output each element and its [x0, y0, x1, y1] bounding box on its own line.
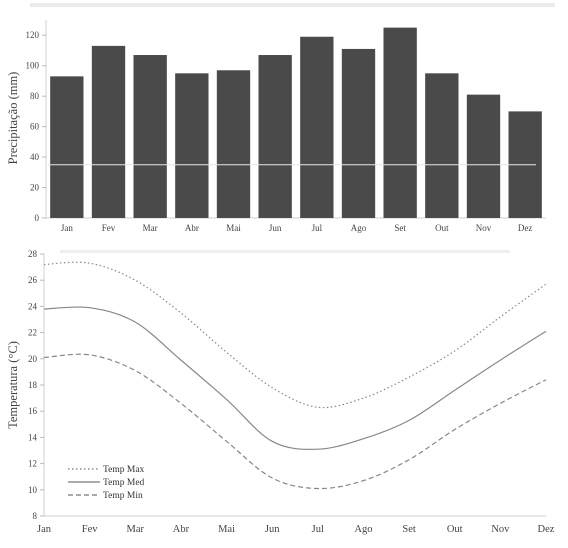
- precipitation-x-tick-nov: Nov: [476, 223, 492, 233]
- precipitation-bar-chart: 0 20 40 60 80 100 120 Jan Fev Mar Abr Mai Jun Jul Ago…: [6, 20, 546, 233]
- precipitation-x-tick-mai: Mai: [226, 223, 241, 233]
- precipitation-bar-nov: [466, 94, 501, 218]
- temperature-y-tick-label: 22: [28, 328, 37, 338]
- precipitation-x-tick-jan: Jan: [61, 223, 73, 233]
- precipitation-bar-jun: [258, 55, 292, 219]
- precipitation-y-tick-label: 0: [35, 213, 40, 223]
- temperature-x-tick-nov: Nov: [491, 524, 510, 535]
- precipitation-y-tick-label: 40: [30, 152, 40, 162]
- legend-item-temp-min: Temp Min: [68, 491, 143, 501]
- precipitation-y-axis-label: Precipitação (mm): [6, 72, 20, 165]
- precipitation-bar-fev: [91, 45, 126, 219]
- temperature-y-tick-label: 20: [28, 354, 38, 364]
- temperature-x-tick-fev: Fev: [82, 524, 99, 535]
- temperature-x-tick-mai: Mai: [218, 524, 235, 535]
- temperature-x-tick-jul: Jul: [312, 524, 324, 535]
- temperature-x-tick-abr: Abr: [173, 524, 190, 535]
- temperature-y-tick-label: 18: [28, 380, 38, 390]
- temperature-series-temp-med: [43, 306, 547, 450]
- temperature-x-tick-jun: Jun: [265, 524, 280, 535]
- temperature-legend: Temp Max Temp Med Temp Min: [68, 465, 145, 501]
- temperature-y-tick-label: 10: [28, 485, 38, 495]
- precipitation-x-tick-set: Set: [394, 223, 406, 233]
- temperature-x-tick-out: Out: [447, 524, 463, 535]
- precipitation-y-tick-label: 80: [30, 91, 40, 101]
- precipitation-y-ticks: 0 20 40 60 80 100 120: [26, 30, 46, 223]
- temperature-y-ticks: 8 10 12 14 16 18 20 22 24 26 28: [28, 249, 44, 521]
- temperature-y-tick-label: 26: [28, 275, 38, 285]
- precipitation-x-tick-jul: Jul: [312, 223, 323, 233]
- temperature-line-chart: 8 10 12 14 16 18 20 22 24 26 28 Jan Fev Mar Abr Mai Jun…: [6, 249, 555, 535]
- temperature-series: [43, 261, 547, 490]
- header-strip-middle: [60, 250, 510, 253]
- legend-item-temp-max: Temp Max: [68, 465, 145, 475]
- temperature-x-ticks: Jan Fev Mar Abr Mai Jun Jul Ago Set Out Nov Dez: [37, 524, 555, 535]
- precipitation-bar-ago: [341, 48, 376, 218]
- legend-label-temp-min: Temp Min: [103, 491, 143, 501]
- temperature-y-tick-label: 8: [33, 511, 38, 521]
- precipitation-x-tick-jun: Jun: [269, 223, 282, 233]
- precipitation-x-tick-out: Out: [435, 223, 449, 233]
- temperature-x-tick-ago: Ago: [354, 524, 372, 535]
- precipitation-x-ticks: Jan Fev Mar Abr Mai Jun Jul Ago Set Out Nov Dez: [61, 223, 533, 233]
- temperature-y-axis-label: Temperatura (°C): [6, 341, 20, 429]
- precipitation-bar-jul: [300, 36, 334, 218]
- temperature-y-tick-label: 12: [28, 459, 37, 469]
- precipitation-x-tick-abr: Abr: [185, 223, 199, 233]
- precipitation-bar-abr: [175, 73, 209, 218]
- temperature-y-tick-label: 16: [28, 406, 38, 416]
- precipitation-x-tick-dez: Dez: [518, 223, 533, 233]
- header-strip-top: [30, 3, 555, 7]
- temperature-x-tick-set: Set: [402, 524, 416, 535]
- precipitation-x-tick-ago: Ago: [351, 223, 367, 233]
- legend-label-temp-max: Temp Max: [103, 465, 145, 475]
- temperature-x-tick-mar: Mar: [127, 524, 145, 535]
- precipitation-bar-set: [383, 27, 417, 218]
- precipitation-bar-mai: [216, 70, 251, 218]
- temperature-x-tick-jan: Jan: [37, 524, 52, 535]
- precipitation-bar-out: [425, 73, 459, 218]
- legend-label-temp-med: Temp Med: [103, 478, 145, 488]
- precipitation-bar-jan: [50, 76, 84, 218]
- temperature-y-tick-label: 24: [28, 301, 38, 311]
- legend-item-temp-med: Temp Med: [68, 478, 145, 488]
- temperature-x-tick-dez: Dez: [538, 524, 555, 535]
- precipitation-bars: [48, 27, 542, 219]
- precipitation-y-tick-label: 20: [30, 183, 40, 193]
- precipitation-x-tick-mar: Mar: [143, 223, 158, 233]
- temperature-y-tick-label: 14: [28, 432, 38, 442]
- precipitation-x-tick-fev: Fev: [102, 223, 116, 233]
- precipitation-bar-mar: [133, 55, 167, 219]
- temperature-series-temp-min: [43, 353, 547, 490]
- temperature-y-tick-label: 28: [28, 249, 38, 259]
- precipitation-y-tick-label: 60: [30, 122, 40, 132]
- precipitation-y-tick-label: 120: [26, 30, 40, 40]
- precipitation-y-tick-label: 100: [26, 61, 40, 71]
- temperature-series-temp-max: [43, 261, 547, 409]
